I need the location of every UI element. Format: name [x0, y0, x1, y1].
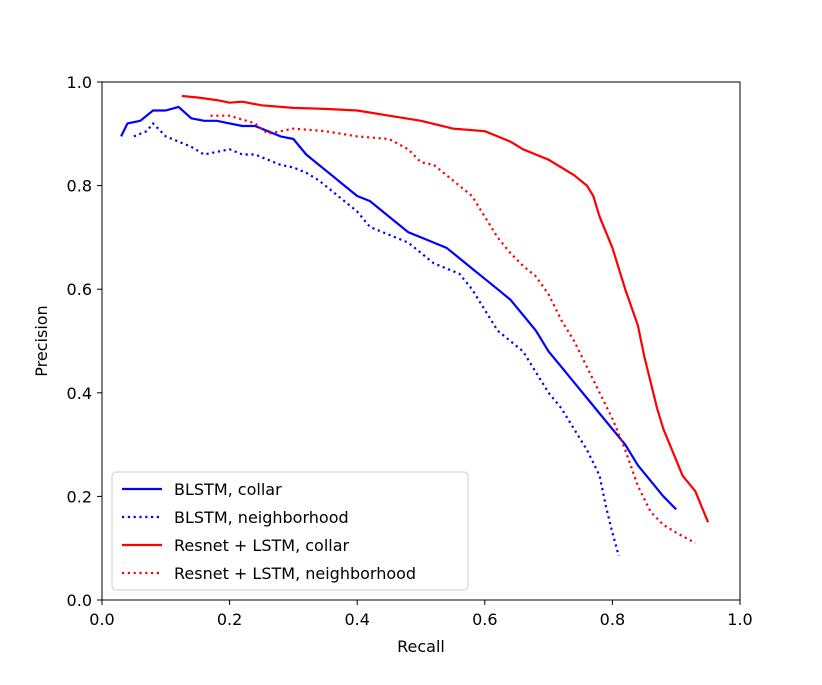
series-line-4	[210, 114, 696, 544]
plot-frame	[101, 81, 741, 601]
x-tick-label: 0.6	[472, 610, 497, 629]
legend-label-2: BLSTM, neighborhood	[174, 508, 349, 527]
x-tick-label: 1.0	[727, 610, 752, 629]
plot-lines	[120, 94, 710, 557]
axes-frame	[101, 81, 741, 601]
x-tick-label: 0.4	[344, 610, 369, 629]
y-tick-label: 0.8	[67, 177, 92, 196]
legend-label-1: BLSTM, collar	[174, 480, 282, 499]
x-axis-label: Recall	[397, 637, 445, 656]
legend: BLSTM, collar BLSTM, neighborhood Resnet +…	[111, 471, 469, 591]
legend-label-4: Resnet + LSTM, neighborhood	[174, 564, 416, 583]
y-axis-label: Precision	[32, 305, 51, 376]
legend-box	[111, 471, 469, 591]
y-tick-label: 0.0	[67, 591, 92, 610]
y-tick-label: 1.0	[67, 73, 92, 92]
y-axis-ticks: 0.0 0.2 0.4 0.6 0.8 1.0	[67, 73, 102, 610]
y-tick-label: 0.4	[67, 384, 92, 403]
y-tick-label: 0.6	[67, 280, 92, 299]
series-line-1	[120, 105, 677, 511]
series-line-2	[133, 122, 620, 557]
x-axis-ticks: 0.0 0.2 0.4 0.6 0.8 1.0	[89, 600, 753, 629]
x-tick-label: 0.0	[89, 610, 114, 629]
legend-label-3: Resnet + LSTM, collar	[174, 536, 350, 555]
x-tick-label: 0.8	[600, 610, 625, 629]
x-tick-label: 0.2	[217, 610, 242, 629]
series-line-3	[181, 94, 710, 523]
y-tick-label: 0.2	[67, 487, 92, 506]
